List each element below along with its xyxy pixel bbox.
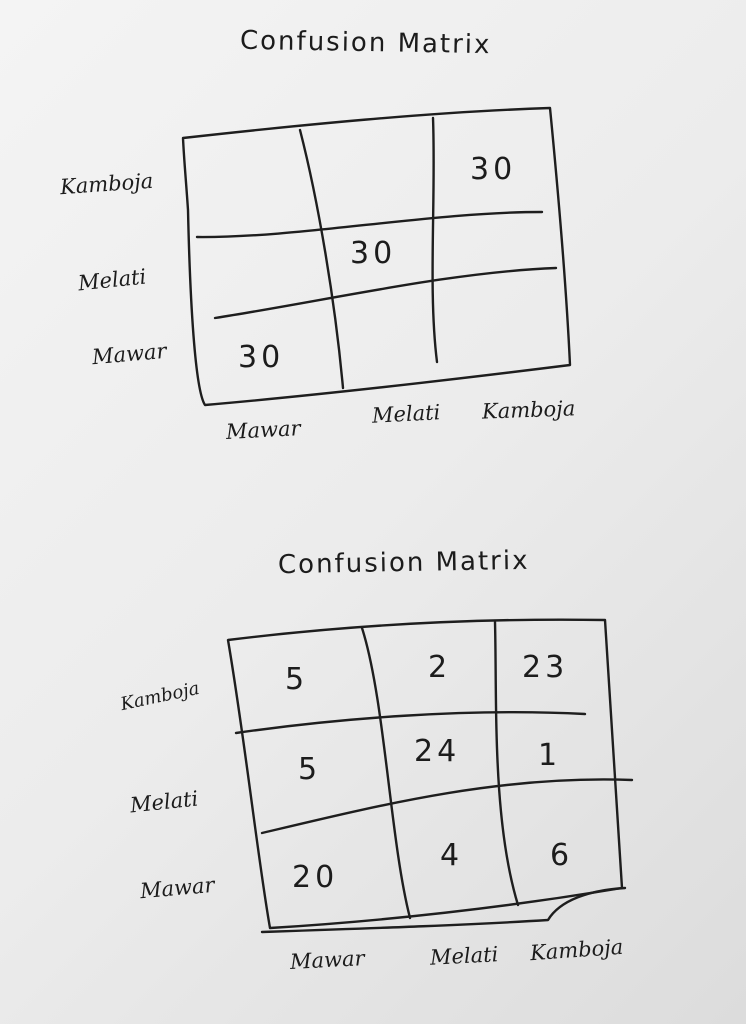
matrix-2-cell-r2-c1: 5 [298, 752, 322, 787]
matrix-2-col-line-1 [360, 626, 412, 920]
matrix-1-cell-mawar-mawar: 30 [238, 340, 285, 375]
matrix-2-cell-r3-c1: 20 [292, 860, 339, 895]
matrix-2-col-line-2 [493, 620, 520, 907]
matrix-1-border [181, 106, 572, 407]
matrix-1-cell-melati-melati: 30 [350, 236, 397, 271]
matrix-2-col-label-melati: Melati [429, 942, 499, 970]
matrix-1-col-line-1 [298, 128, 345, 390]
matrix-1-col-label-mawar: Mawar [225, 416, 302, 444]
matrix-1-row-line-2 [213, 266, 558, 320]
matrix-2-cell-r2-c2: 24 [414, 734, 461, 769]
matrix-2-col-label-mawar: Mawar [289, 946, 366, 974]
matrix-1-row-line-1 [195, 210, 544, 239]
matrix-2-cell-r1-c1: 5 [285, 662, 309, 697]
matrix-1-col-line-2 [431, 116, 439, 364]
matrix-1-col-label-kamboja: Kamboja [481, 396, 576, 424]
matrix-1-title: Confusion Matrix [239, 25, 492, 61]
matrix-1-cell-kamboja-kamboja: 30 [470, 152, 517, 187]
matrix-2-title: Confusion Matrix [277, 545, 530, 581]
matrix-2-cell-r1-c3: 23 [522, 650, 569, 685]
matrix-2-bottom-extend [260, 886, 627, 934]
matrix-1-col-label-melati: Melati [371, 400, 441, 428]
matrix-2-cell-r3-c3: 6 [550, 838, 574, 873]
matrix-2-cell-r3-c2: 4 [440, 838, 464, 873]
matrix-2-cell-r1-c2: 2 [428, 650, 452, 685]
matrix-2-row-line-1 [234, 711, 587, 735]
matrix-2-cell-r2-c3: 1 [538, 738, 562, 773]
matrix-2-row-line-2 [260, 778, 634, 835]
